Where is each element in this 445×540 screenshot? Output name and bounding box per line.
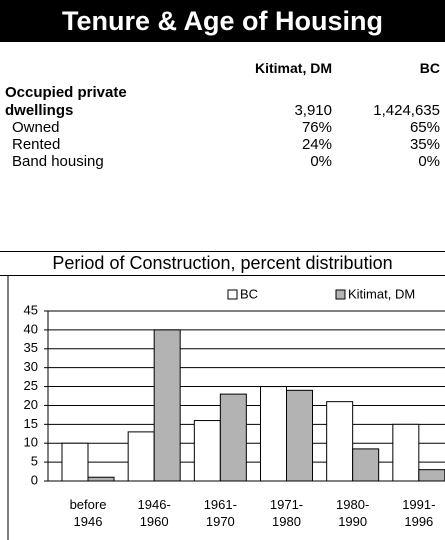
x-tick-label: 1961- 1970	[203, 497, 237, 529]
x-tick-label: 1980- 1990	[336, 497, 370, 529]
cell: 1,424,635	[373, 102, 440, 119]
bar	[286, 389, 313, 482]
bar	[219, 393, 247, 482]
row-label: Owned	[12, 119, 60, 136]
cell: 35%	[409, 136, 440, 153]
y-tick-label: 20	[24, 397, 38, 412]
y-tick-label: 40	[24, 321, 38, 336]
y-tick-label: 15	[24, 416, 38, 431]
y-tick-label: 35	[24, 340, 38, 355]
y-tick-label: 25	[24, 378, 38, 393]
divider	[0, 251, 445, 252]
page-title: Tenure & Age of Housing	[62, 6, 383, 36]
legend-label: BC	[240, 286, 258, 301]
x-tick-label: 1971- 1980	[269, 497, 304, 529]
bar	[153, 329, 181, 482]
legend-swatch	[335, 289, 346, 300]
cell: 65%	[409, 119, 440, 136]
row-label: Band housing	[12, 153, 104, 170]
x-tick-label: 1946- 1960	[137, 497, 171, 529]
y-tick-label: 10	[24, 435, 38, 450]
y-tick-label: 5	[31, 454, 38, 469]
cell: 24%	[301, 136, 332, 153]
y-tick-label: 45	[24, 302, 38, 317]
y-tick-label: 30	[24, 359, 38, 374]
bar	[193, 420, 221, 482]
cell: 76%	[301, 119, 332, 136]
divider	[0, 275, 445, 276]
chart-title: Period of Construction, percent distribu…	[52, 253, 393, 273]
legend-swatch	[227, 289, 238, 300]
bar	[392, 423, 420, 482]
legend-label: Kitimat, DM	[348, 286, 415, 301]
cell: 0%	[418, 153, 440, 170]
title-bar	[0, 0, 445, 42]
y-tick-label: 0	[31, 472, 38, 487]
bar	[61, 442, 89, 482]
cell: 0%	[310, 153, 332, 170]
column-header: BC	[419, 60, 440, 76]
x-tick-label: 1991- 1996	[402, 497, 436, 529]
bar	[352, 448, 380, 482]
column-header: Kitimat, DM	[255, 60, 332, 76]
bar	[260, 386, 287, 482]
cell: 3,910	[294, 102, 332, 119]
bar	[418, 469, 445, 482]
row-label: Rented	[12, 136, 61, 153]
bar	[127, 431, 155, 482]
row-label: Occupied private dwellings	[5, 84, 127, 119]
x-tick-label: before 1946	[69, 497, 107, 529]
bar	[87, 476, 115, 482]
bar	[326, 401, 354, 482]
